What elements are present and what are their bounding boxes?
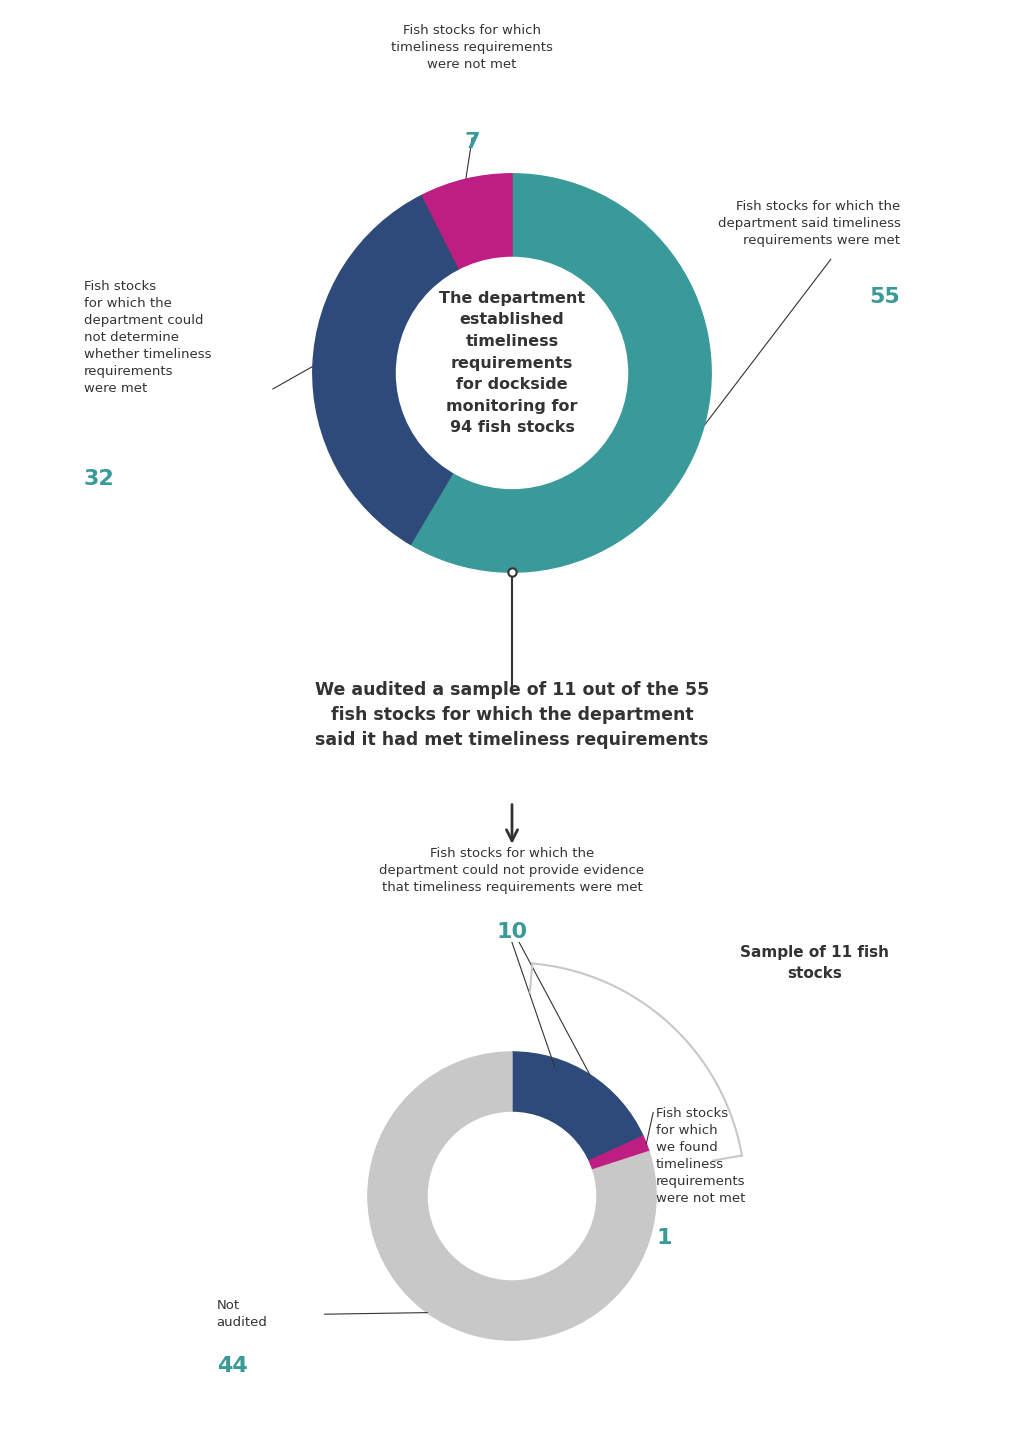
Text: We audited a sample of 11 out of the 55
fish stocks for which the department
sai: We audited a sample of 11 out of the 55 … (314, 680, 710, 749)
Text: Fish stocks
for which
we found
timeliness
requirements
were not met: Fish stocks for which we found timelines… (656, 1107, 745, 1205)
Text: 55: 55 (869, 287, 900, 307)
Wedge shape (512, 1052, 643, 1161)
Text: 32: 32 (84, 468, 115, 488)
Text: 7: 7 (465, 133, 480, 151)
Circle shape (396, 258, 628, 488)
Circle shape (428, 1112, 596, 1280)
Text: Fish stocks for which
timeliness requirements
were not met: Fish stocks for which timeliness require… (391, 24, 553, 72)
Wedge shape (368, 1052, 656, 1340)
Text: 10: 10 (497, 922, 527, 942)
Wedge shape (422, 174, 512, 269)
Wedge shape (411, 174, 712, 572)
Wedge shape (312, 195, 460, 545)
Text: 1: 1 (656, 1228, 672, 1248)
Text: Fish stocks for which the
department said timeliness
requirements were met: Fish stocks for which the department sai… (718, 200, 900, 246)
Text: 44: 44 (217, 1356, 248, 1376)
Text: Fish stocks
for which the
department could
not determine
whether timeliness
requ: Fish stocks for which the department cou… (84, 280, 211, 395)
Wedge shape (588, 1136, 649, 1170)
Text: The department
established
timeliness
requirements
for dockside
monitoring for
9: The department established timeliness re… (439, 291, 585, 435)
Text: Not
audited: Not audited (217, 1300, 267, 1329)
Text: Fish stocks for which the
department could not provide evidence
that timeliness : Fish stocks for which the department cou… (380, 847, 644, 895)
Text: Sample of 11 fish
stocks: Sample of 11 fish stocks (740, 945, 889, 980)
